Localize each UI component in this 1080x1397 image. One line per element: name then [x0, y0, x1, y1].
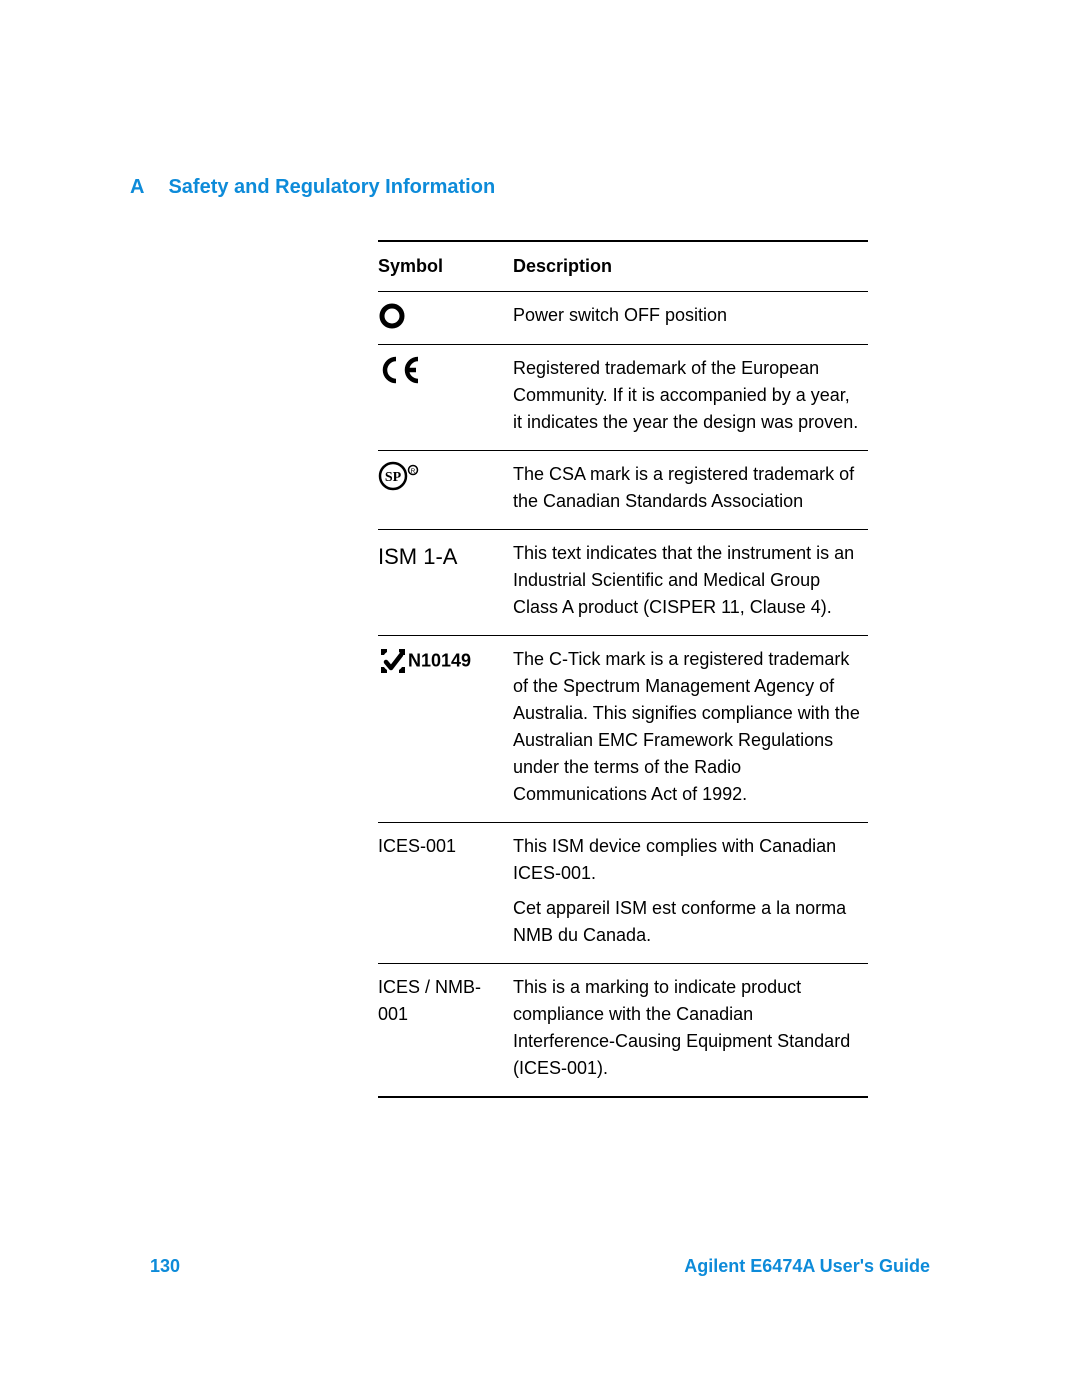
ce-mark-icon — [378, 355, 505, 385]
symbol-text: ICES / NMB-001 — [378, 977, 481, 1024]
section-header: A Safety and Regulatory Information — [130, 176, 495, 199]
table-row: ICES-001 This ISM device complies with C… — [378, 823, 868, 964]
symbols-table-wrap: Symbol Description Power switch — [378, 240, 868, 1098]
page-number: 130 — [150, 1256, 180, 1277]
csa-mark-icon: SP R — [378, 461, 505, 491]
description-cell: Registered trademark of the European Com… — [513, 345, 868, 451]
col-header-description: Description — [513, 241, 868, 292]
description-cell: Power switch OFF position — [513, 292, 868, 345]
description-text: This ISM device complies with Canadian I… — [513, 833, 860, 887]
c-tick-label: N10149 — [408, 651, 471, 671]
section-title: Safety and Regulatory Information — [168, 176, 495, 199]
symbol-text: ISM 1-A — [378, 544, 457, 569]
table-row: Registered trademark of the European Com… — [378, 345, 868, 451]
description-text: Power switch OFF position — [513, 302, 860, 329]
description-cell: The C-Tick mark is a registered trademar… — [513, 636, 868, 823]
table-row: ISM 1-A This text indicates that the ins… — [378, 530, 868, 636]
symbol-cell: ISM 1-A — [378, 530, 513, 636]
description-text: The CSA mark is a registered trademark o… — [513, 461, 860, 515]
table-row: SP R The CSA mark is a registered tradem… — [378, 451, 868, 530]
symbol-cell: SP R — [378, 451, 513, 530]
description-cell: This text indicates that the instrument … — [513, 530, 868, 636]
description-text: This text indicates that the instrument … — [513, 540, 860, 621]
symbol-cell — [378, 292, 513, 345]
power-off-icon — [378, 302, 505, 330]
description-text: The C-Tick mark is a registered trademar… — [513, 646, 860, 808]
symbol-cell: ICES-001 — [378, 823, 513, 964]
symbol-cell: ICES / NMB-001 — [378, 964, 513, 1098]
description-text: Registered trademark of the European Com… — [513, 355, 860, 436]
table-row: N10149 The C-Tick mark is a registered t… — [378, 636, 868, 823]
page-footer: 130 Agilent E6474A User's Guide — [150, 1256, 930, 1277]
section-letter: A — [130, 176, 144, 199]
guide-title: Agilent E6474A User's Guide — [684, 1256, 930, 1277]
symbol-cell: N10149 — [378, 636, 513, 823]
table-header-row: Symbol Description — [378, 241, 868, 292]
col-header-symbol: Symbol — [378, 241, 513, 292]
page: A Safety and Regulatory Information Symb… — [0, 0, 1080, 1397]
table-row: Power switch OFF position — [378, 292, 868, 345]
description-cell: This is a marking to indicate product co… — [513, 964, 868, 1098]
svg-text:SP: SP — [385, 470, 402, 485]
svg-text:R: R — [411, 468, 416, 475]
description-text: Cet appareil ISM est conforme a la norma… — [513, 895, 860, 949]
c-tick-icon — [378, 646, 408, 676]
description-text: This is a marking to indicate product co… — [513, 974, 860, 1082]
symbol-cell — [378, 345, 513, 451]
description-cell: This ISM device complies with Canadian I… — [513, 823, 868, 964]
symbols-table: Symbol Description Power switch — [378, 240, 868, 1098]
symbol-text: ICES-001 — [378, 836, 456, 856]
description-cell: The CSA mark is a registered trademark o… — [513, 451, 868, 530]
table-row: ICES / NMB-001 This is a marking to indi… — [378, 964, 868, 1098]
